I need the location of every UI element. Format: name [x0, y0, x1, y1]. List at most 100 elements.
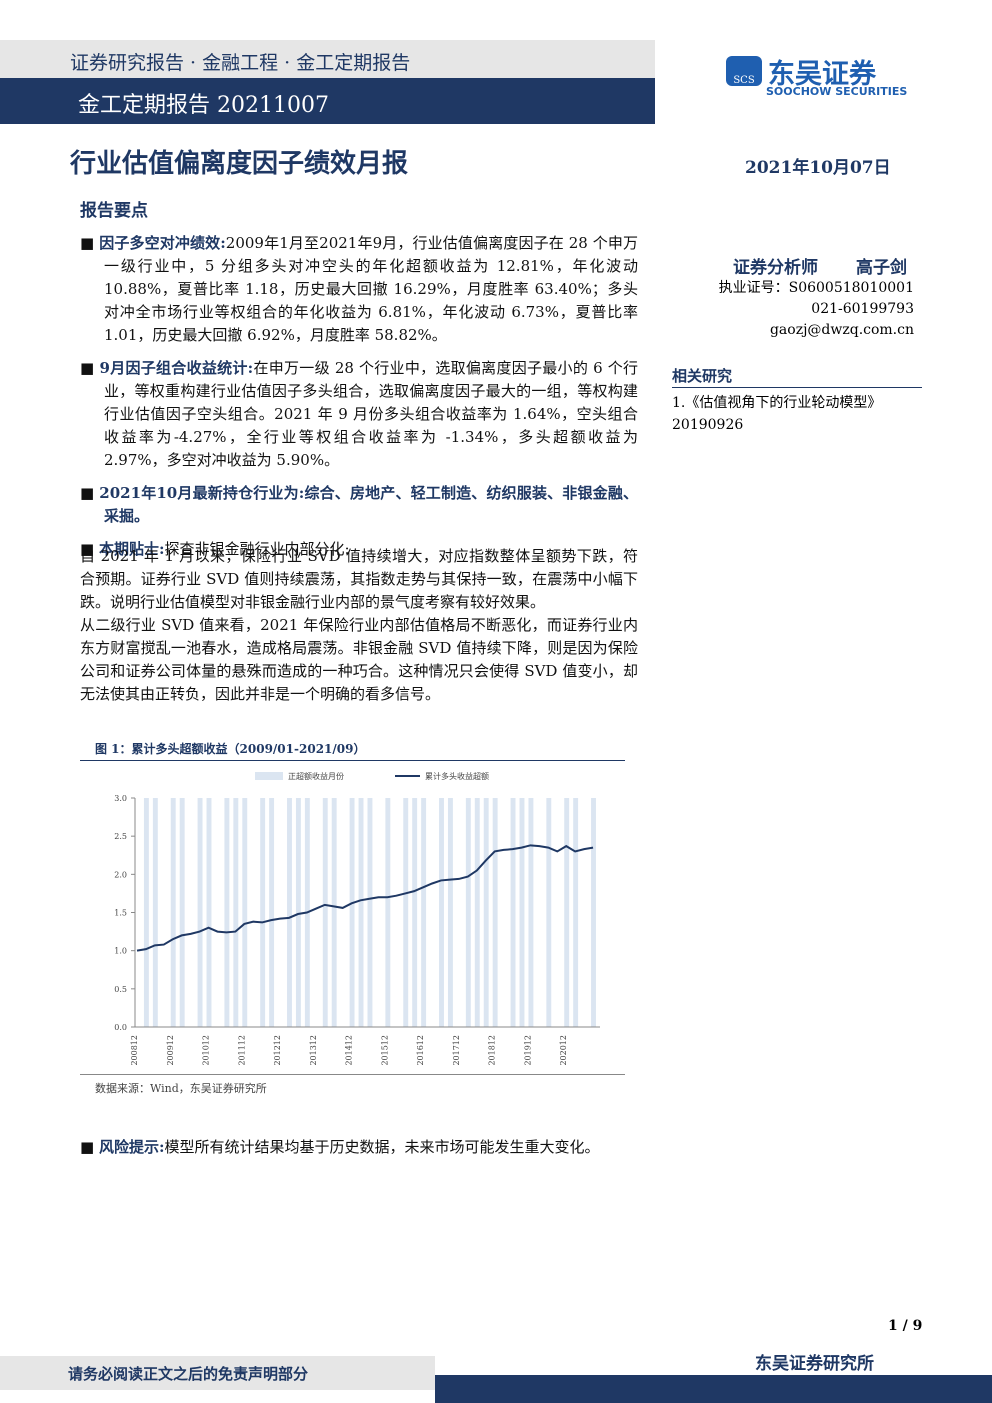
body: 自 2021 年 1 月以来，保险行业 SVD 值持续增大，对应指数整体呈额势下…: [80, 545, 638, 706]
shade: [528, 798, 534, 1027]
disclaimer: 请务必阅读正文之后的免责声明部分: [68, 1365, 309, 1383]
x-tick-label: 200912: [166, 1035, 175, 1066]
y-tick-label: 2.0: [114, 870, 127, 879]
shade: [349, 798, 355, 1027]
x-tick-label: 200812: [130, 1035, 139, 1066]
bullet: ■ 本期贴士:探查非银金融行业内部分化:: [80, 540, 350, 558]
bullets: ■ 因子多空对冲绩效:2009年1月至2021年9月，行业估值偏离度因子在 28…: [80, 232, 638, 571]
x-tick-label: 201412: [345, 1035, 354, 1066]
bullet-text: 在申万一级 28 个行业中，选取偏离度因子最小的 6 个行业，等权重构建行业估值…: [104, 359, 638, 469]
risk-label: 风险提示:: [98, 1138, 165, 1156]
bullet-label: 本期贴士:: [98, 540, 165, 558]
shade: [206, 798, 212, 1027]
shade: [510, 798, 516, 1027]
shade: [546, 798, 552, 1027]
bullet-label: 2021年10月最新持仓行业为:: [99, 484, 305, 502]
header-series: 证券研究报告 · 金融工程 · 金工定期报告: [70, 52, 411, 74]
paragraph: 从二级行业 SVD 值来看，2021 年保险行业内部估值格局不断恶化，而证券行业…: [80, 616, 638, 703]
x-tick-label: 201912: [523, 1035, 532, 1066]
y-tick-label: 1.5: [114, 909, 127, 918]
shade: [287, 798, 292, 1027]
header-dark: [0, 78, 655, 124]
y-tick-label: 0.0: [114, 1023, 127, 1032]
shade: [465, 798, 471, 1027]
figure-caption: 图 1：累计多头超额收益（2009/01-2021/09）: [95, 742, 366, 756]
shade: [483, 798, 489, 1027]
shade: [412, 798, 418, 1027]
shade: [242, 798, 248, 1027]
bullet-text: 2009年1月至2021年9月，行业估值偏离度因子在 28 个申万一级行业中，5…: [104, 234, 638, 344]
date: 2021年10月07日: [745, 158, 891, 178]
shade: [447, 798, 453, 1027]
bullet: ■ 因子多空对冲绩效:2009年1月至2021年9月，行业估值偏离度因子在 28…: [80, 234, 638, 344]
line: [136, 844, 594, 952]
legend-label: 累计多头收益超额: [425, 771, 489, 781]
shade: [591, 798, 596, 1027]
x-tick-label: 201012: [202, 1035, 211, 1066]
page-number: 1 / 9: [888, 1318, 923, 1334]
legend-swatch: [255, 772, 283, 780]
shade: [179, 798, 185, 1027]
shade: [403, 798, 409, 1027]
y-tick-label: 1.0: [114, 947, 127, 956]
bullet-label: 因子多空对冲绩效:: [99, 234, 226, 252]
logo-cn: 东吴证券: [768, 59, 876, 90]
shade: [421, 798, 427, 1027]
license: 执业证号：S0600518010001: [718, 280, 914, 296]
related: 1.《估值视角下的行业轮动模型》20190926: [672, 395, 882, 433]
section: 报告要点: [80, 201, 148, 221]
title: 行业估值偏离度因子绩效月报: [70, 149, 409, 179]
bullet: ■ 2021年10月最新持仓行业为:综合、房地产、轻工制造、纺织服装、非银金融、…: [80, 484, 638, 525]
bullet: ■ 9月因子组合收益统计:在申万一级 28 个行业中，选取偏离度因子最小的 6 …: [80, 359, 638, 469]
related-title: 相关研究: [672, 367, 733, 385]
shade: [233, 798, 239, 1027]
shade: [564, 798, 570, 1027]
paragraph: 自 2021 年 1 月以来，保险行业 SVD 值持续增大，对应指数整体呈额势下…: [80, 547, 638, 611]
analyst: 高子剑: [856, 258, 907, 278]
phone: 021-60199793: [811, 301, 914, 317]
shade: [358, 798, 364, 1027]
x-tick-label: 202012: [559, 1035, 568, 1066]
risk: ■ 风险提示:模型所有统计结果均基于历史数据，未来市场可能发生重大变化。: [80, 1138, 600, 1156]
y-tick-label: 3.0: [114, 794, 127, 803]
shade: [224, 798, 230, 1027]
shade: [474, 798, 480, 1027]
shade: [197, 798, 203, 1027]
shade: [367, 798, 373, 1027]
bullet-text: 探查非银金融行业内部分化:: [164, 540, 350, 558]
shade: [295, 798, 301, 1027]
legend-label: 正超额收益月份: [288, 771, 344, 781]
figure-source: 数据来源：Wind，东吴证券研究所: [95, 1082, 267, 1095]
shade: [519, 798, 525, 1027]
shade: [385, 798, 391, 1027]
rule: [80, 760, 625, 761]
report-id: 金工定期报告 20211007: [78, 93, 329, 118]
rule: [80, 1074, 625, 1075]
shade: [322, 798, 328, 1027]
shade: [152, 798, 158, 1027]
shade: [269, 798, 275, 1027]
x-tick-label: 201512: [380, 1035, 389, 1066]
x-tick-label: 201112: [237, 1035, 246, 1066]
header-band: [0, 40, 655, 78]
x-tick-label: 201312: [309, 1035, 318, 1066]
x-tick-label: 201712: [452, 1035, 461, 1066]
rule: [672, 387, 922, 388]
shade: [260, 798, 266, 1027]
chart: 0.0 0.5 1.0 1.5 2.0 2.5 3.0 200812 200912 201012 2…: [114, 771, 600, 1066]
logo-mark: SCS: [726, 56, 762, 86]
shade: [170, 798, 176, 1027]
shade: [492, 798, 498, 1027]
email: gaozj@dwzq.com.cn: [769, 322, 914, 338]
y-tick-label: 0.5: [114, 985, 127, 994]
risk-text: 模型所有统计结果均基于历史数据，未来市场可能发生重大变化。: [164, 1138, 600, 1156]
analyst-label: 证券分析师: [733, 258, 818, 278]
x-tick-label: 201812: [488, 1035, 497, 1066]
x-tick-label: 201612: [416, 1035, 425, 1066]
shade: [573, 798, 579, 1027]
footer-dark: [435, 1375, 992, 1403]
contact: 执业证号：S0600518010001 021-60199793 gaozj@dwz…: [719, 278, 914, 341]
y-tick-label: 2.5: [114, 832, 127, 841]
shade: [331, 798, 337, 1027]
footer-band: [0, 1356, 435, 1390]
